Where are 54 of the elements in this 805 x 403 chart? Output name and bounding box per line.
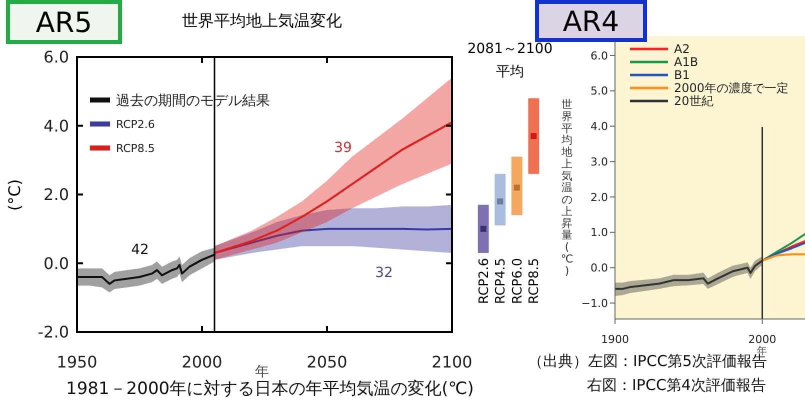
legend-label: B1 [674,68,690,82]
line-series [761,233,805,262]
line-series [77,254,216,285]
chart-title: 2081～2100 [467,41,553,57]
y-tick-label: 6.0 [590,49,608,62]
annotation: 42 [131,242,149,258]
y-tick-label: 6.0 [44,48,69,67]
text: 右図：IPCC第4次評価報告 [587,376,766,394]
point [530,133,537,140]
bar [494,174,506,226]
x-tick-label: RCP4.5 [494,258,509,304]
y-tick-label: 1.0 [590,226,608,240]
point [514,184,520,191]
x-axis-title: 年 [255,364,269,380]
y-tick-label: -2.0 [38,322,69,342]
point [480,226,486,232]
bar [511,156,522,216]
bar [478,204,489,253]
x-tick-label: 1900 [601,332,629,346]
y-tick-label: 4.0 [590,120,608,134]
x-tick-label: 2000 [182,352,222,372]
bar [528,98,540,174]
legend-label: A2 [674,42,690,56]
x-tick-label: 2050 [306,352,348,372]
text: 平均 [496,64,524,80]
y-tick-label: 4.0 [44,116,69,136]
x-tick-label: 2000 [748,332,776,346]
legend-label: 20世紀 [674,94,714,108]
line-series [214,121,452,254]
chart-title: 世界平均地上気温変化 [182,11,342,30]
legend-label: A1B [674,55,698,70]
y-tick-label: 5.0 [590,84,608,98]
y-tick-label: 3.0 [590,155,608,168]
y-tick-label: 2.0 [590,190,608,204]
annotation: 32 [375,264,393,281]
text: 1981－2000年に対する日本の年平均気温の変化(℃) [66,379,474,399]
annotation: 39 [334,140,352,156]
x-tick-label: 1950 [56,352,98,372]
x-tick-label: 2100 [432,352,472,372]
annotation: AR4 [562,5,620,38]
point [497,198,504,204]
legend-label: RCP8.5 [116,142,155,155]
legend-label: 2000年の濃度で一定 [674,81,789,96]
legend-label: RCP2.6 [116,118,155,131]
x-tick-label: RCP6.0 [510,258,526,304]
text: AR5 [36,6,92,40]
y-tick-label: 2.0 [44,185,69,204]
y-tick-label: −1.0 [581,296,608,310]
x-tick-label: RCP2.6 [476,258,492,304]
y-axis-title: (°C) [5,179,24,211]
text: 世界平均地上気温の上昇量(℃) [560,98,574,278]
x-tick-label: RCP8.5 [527,258,542,304]
y-tick-label: 0.0 [590,262,608,275]
y-tick-label: 0.0 [44,254,69,273]
